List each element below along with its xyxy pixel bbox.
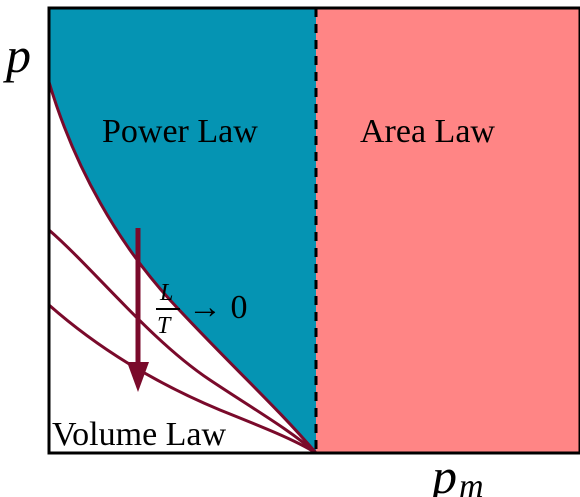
- boundary-curve-3: [48, 303, 317, 455]
- area-law-label: Area Law: [360, 113, 495, 150]
- boundary-curve-1: [47, 81, 318, 454]
- boundary-curve-2: [48, 228, 317, 455]
- limit-numerator: L: [159, 280, 173, 306]
- power-law-region: [49, 8, 316, 453]
- plot-frame: [47, 6, 580, 455]
- limit-relation: → 0: [188, 289, 248, 326]
- y-axis-label: p: [3, 27, 31, 83]
- area-law-region: [316, 8, 580, 453]
- limit-arrow-head: [127, 362, 149, 392]
- x-axis-label-subscript: m: [459, 468, 484, 497]
- volume-law-label: Volume Law: [52, 416, 227, 453]
- x-axis-label: p: [429, 448, 457, 497]
- power-law-label: Power Law: [102, 113, 258, 150]
- limit-denominator: T: [157, 313, 172, 339]
